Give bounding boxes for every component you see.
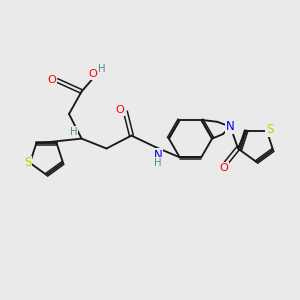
- Text: O: O: [88, 69, 98, 80]
- Text: N: N: [226, 120, 235, 133]
- Text: S: S: [266, 123, 273, 136]
- Text: O: O: [220, 163, 229, 172]
- Text: N: N: [153, 148, 162, 162]
- Text: O: O: [116, 105, 124, 115]
- Text: H: H: [154, 158, 161, 168]
- Text: S: S: [24, 156, 31, 170]
- Text: H: H: [98, 64, 106, 74]
- Text: H: H: [70, 127, 77, 137]
- Text: O: O: [47, 75, 56, 85]
